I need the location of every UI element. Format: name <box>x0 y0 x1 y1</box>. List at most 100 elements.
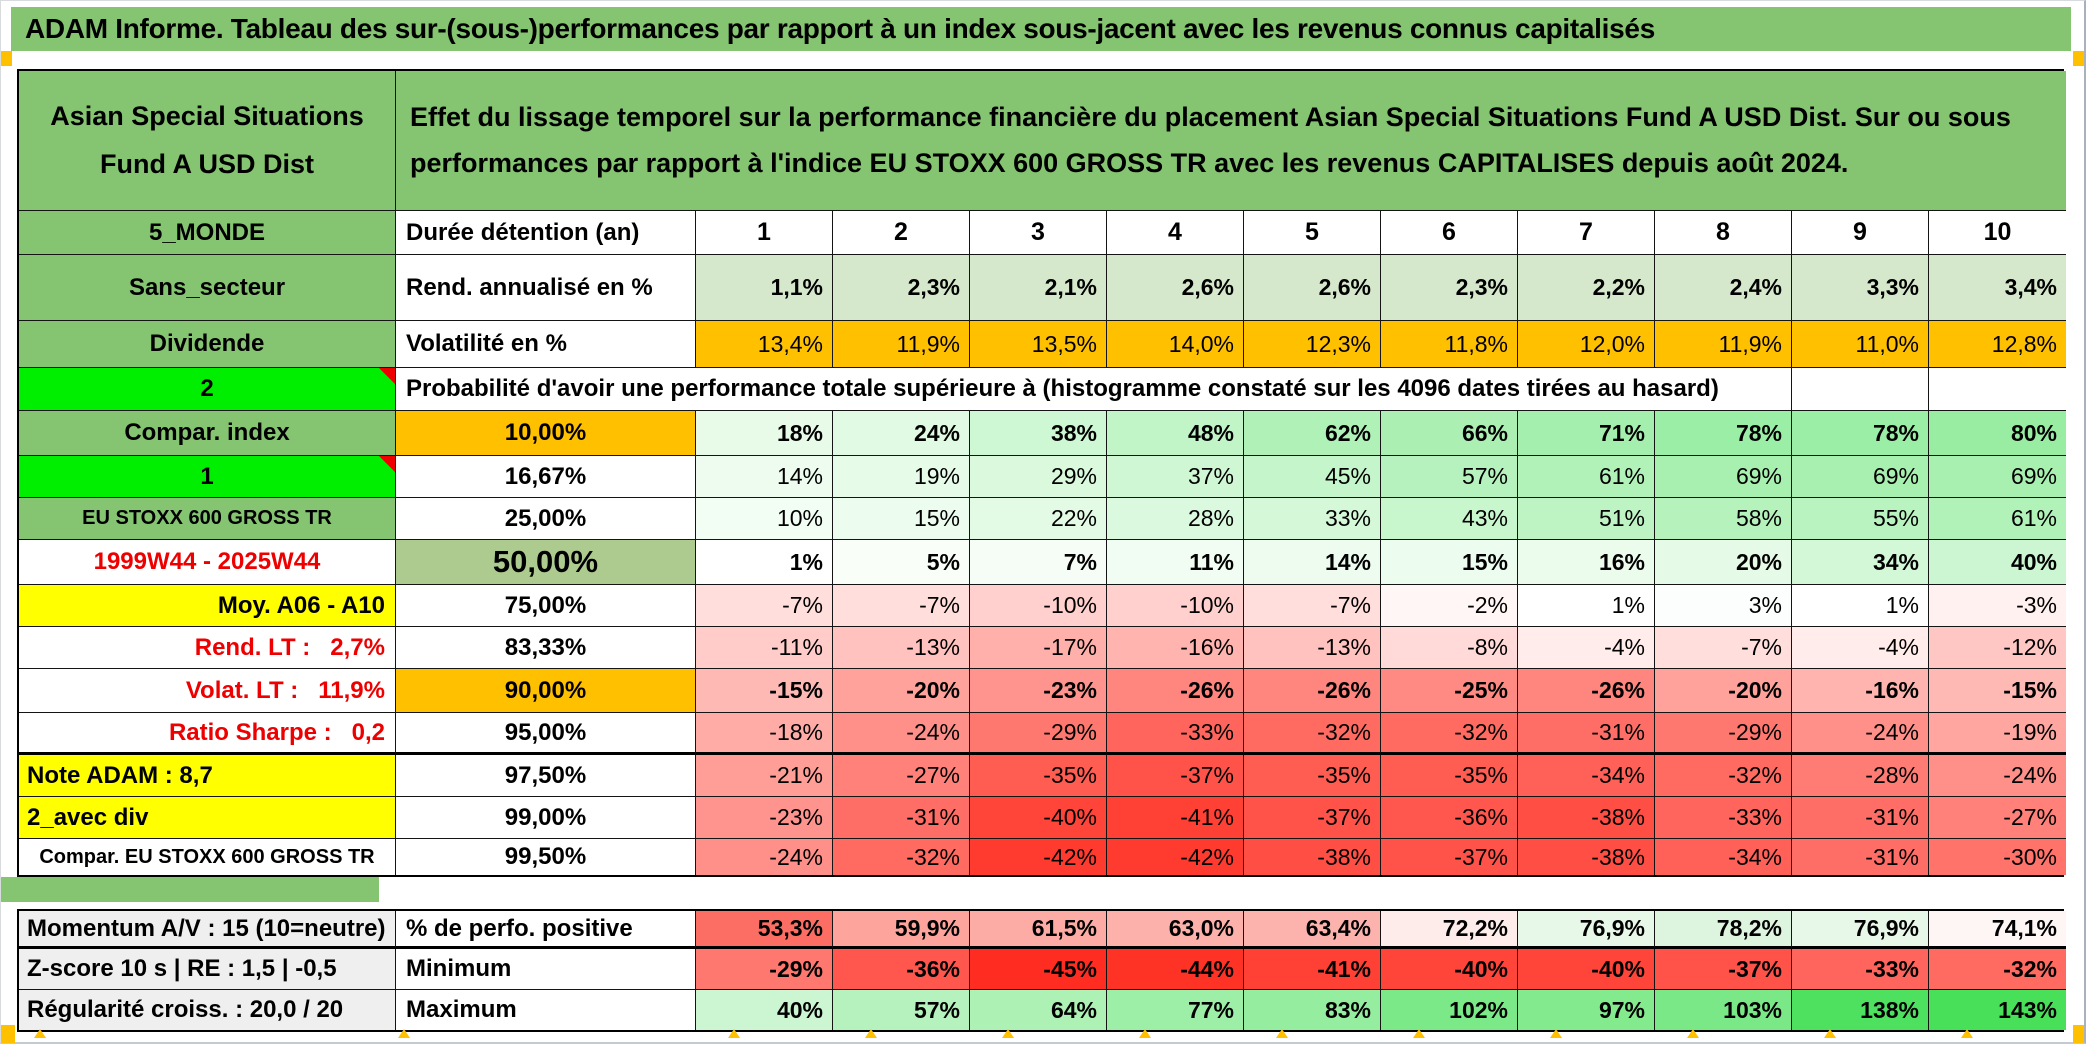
row-label-cell[interactable]: Compar. index <box>19 411 396 456</box>
value-cell[interactable]: -20% <box>1655 669 1792 713</box>
value-cell[interactable]: -32% <box>1655 755 1792 797</box>
value-cell[interactable]: 2,1% <box>970 255 1107 321</box>
value-cell[interactable]: 38% <box>970 411 1107 456</box>
value-cell[interactable]: 5 <box>1244 211 1381 255</box>
value-cell[interactable]: -35% <box>1244 755 1381 797</box>
value-cell[interactable]: 6 <box>1381 211 1518 255</box>
row-label-cell[interactable]: EU STOXX 600 GROSS TR <box>19 498 396 540</box>
value-cell[interactable]: 11,0% <box>1792 321 1929 368</box>
scale-label-cell[interactable]: 25,00% <box>396 498 696 540</box>
fund-description-cell[interactable]: Effet du lissage temporel sur la perform… <box>396 71 2066 211</box>
value-cell[interactable]: -4% <box>1518 627 1655 669</box>
value-cell[interactable]: 22% <box>970 498 1107 540</box>
value-cell[interactable]: -11% <box>696 627 833 669</box>
value-cell[interactable]: -24% <box>833 713 970 755</box>
value-cell[interactable]: 76,9% <box>1518 911 1655 949</box>
scale-label-cell[interactable]: 99,00% <box>396 797 696 839</box>
value-cell[interactable]: 2,6% <box>1244 255 1381 321</box>
value-cell[interactable]: 1% <box>696 540 833 585</box>
row-label-cell[interactable]: Rend. LT : 2,7% <box>19 627 396 669</box>
value-cell[interactable]: -37% <box>1107 755 1244 797</box>
value-cell[interactable]: 15% <box>1381 540 1518 585</box>
value-cell[interactable]: -23% <box>696 797 833 839</box>
value-cell[interactable]: 63,4% <box>1244 911 1381 949</box>
value-cell[interactable]: -40% <box>1518 949 1655 990</box>
value-cell[interactable]: -18% <box>696 713 833 755</box>
scale-label-cell[interactable]: Volatilité en % <box>396 321 696 368</box>
value-cell[interactable]: 2 <box>833 211 970 255</box>
value-cell[interactable]: 72,2% <box>1381 911 1518 949</box>
value-cell[interactable]: -44% <box>1107 949 1244 990</box>
value-cell[interactable]: 12,0% <box>1518 321 1655 368</box>
value-cell[interactable]: -12% <box>1929 627 2066 669</box>
value-cell[interactable]: -38% <box>1518 797 1655 839</box>
value-cell[interactable]: -32% <box>833 839 970 875</box>
value-cell[interactable]: 55% <box>1792 498 1929 540</box>
value-cell[interactable]: -17% <box>970 627 1107 669</box>
value-cell[interactable]: 34% <box>1792 540 1929 585</box>
value-cell[interactable]: 7 <box>1518 211 1655 255</box>
row-label-cell[interactable]: Régularité croiss. : 20,0 / 20 <box>19 990 396 1030</box>
value-cell[interactable]: 3 <box>970 211 1107 255</box>
value-cell[interactable]: -7% <box>1655 627 1792 669</box>
value-cell[interactable]: 143% <box>1929 990 2066 1030</box>
value-cell[interactable]: -24% <box>1929 755 2066 797</box>
value-cell[interactable]: 11,9% <box>1655 321 1792 368</box>
value-cell[interactable]: -10% <box>1107 585 1244 627</box>
value-cell[interactable]: -35% <box>970 755 1107 797</box>
value-cell[interactable]: 103% <box>1655 990 1792 1030</box>
row-label-cell[interactable]: 1999W44 - 2025W44 <box>19 540 396 585</box>
value-cell[interactable]: -37% <box>1244 797 1381 839</box>
value-cell[interactable]: 8 <box>1655 211 1792 255</box>
value-cell[interactable]: 61% <box>1929 498 2066 540</box>
probability-caption-cell[interactable]: Probabilité d'avoir une performance tota… <box>396 368 1792 411</box>
scale-label-cell[interactable]: Durée détention (an) <box>396 211 696 255</box>
value-cell[interactable]: -24% <box>1792 713 1929 755</box>
scale-label-cell[interactable]: 90,00% <box>396 669 696 713</box>
value-cell[interactable]: -25% <box>1381 669 1518 713</box>
value-cell[interactable]: -35% <box>1381 755 1518 797</box>
value-cell[interactable]: 2,6% <box>1107 255 1244 321</box>
scale-label-cell[interactable]: 83,33% <box>396 627 696 669</box>
value-cell[interactable]: -8% <box>1381 627 1518 669</box>
row-label-cell[interactable]: Ratio Sharpe : 0,2 <box>19 713 396 755</box>
value-cell[interactable]: -26% <box>1518 669 1655 713</box>
value-cell[interactable]: 11,9% <box>833 321 970 368</box>
value-cell[interactable]: 2,4% <box>1655 255 1792 321</box>
row-label-cell[interactable]: Note ADAM : 8,7 <box>19 755 396 797</box>
value-cell[interactable]: 2,3% <box>833 255 970 321</box>
value-cell[interactable]: 9 <box>1792 211 1929 255</box>
value-cell[interactable]: 69% <box>1929 456 2066 498</box>
value-cell[interactable]: -31% <box>833 797 970 839</box>
value-cell[interactable]: 1% <box>1792 585 1929 627</box>
scale-label-cell[interactable]: % de perfo. positive <box>396 911 696 949</box>
value-cell[interactable]: 62% <box>1244 411 1381 456</box>
value-cell[interactable]: -40% <box>1381 949 1518 990</box>
value-cell[interactable]: 1 <box>696 211 833 255</box>
value-cell[interactable]: -21% <box>696 755 833 797</box>
value-cell[interactable]: 102% <box>1381 990 1518 1030</box>
empty-cell[interactable] <box>1929 368 2066 411</box>
value-cell[interactable]: -16% <box>1107 627 1244 669</box>
value-cell[interactable]: 37% <box>1107 456 1244 498</box>
value-cell[interactable]: -16% <box>1792 669 1929 713</box>
value-cell[interactable]: -32% <box>1929 949 2066 990</box>
value-cell[interactable]: 7% <box>970 540 1107 585</box>
value-cell[interactable]: -37% <box>1655 949 1792 990</box>
value-cell[interactable]: 78% <box>1792 411 1929 456</box>
value-cell[interactable]: 58% <box>1655 498 1792 540</box>
row-label-cell[interactable]: Compar. EU STOXX 600 GROSS TR <box>19 839 396 875</box>
row-label-cell[interactable]: 5_MONDE <box>19 211 396 255</box>
value-cell[interactable]: 48% <box>1107 411 1244 456</box>
value-cell[interactable]: -19% <box>1929 713 2066 755</box>
value-cell[interactable]: 10% <box>696 498 833 540</box>
value-cell[interactable]: 4 <box>1107 211 1244 255</box>
value-cell[interactable]: -7% <box>696 585 833 627</box>
value-cell[interactable]: -24% <box>696 839 833 875</box>
value-cell[interactable]: 77% <box>1107 990 1244 1030</box>
scale-label-cell[interactable]: 97,50% <box>396 755 696 797</box>
value-cell[interactable]: -4% <box>1792 627 1929 669</box>
value-cell[interactable]: 76,9% <box>1792 911 1929 949</box>
value-cell[interactable]: 1% <box>1518 585 1655 627</box>
value-cell[interactable]: 138% <box>1792 990 1929 1030</box>
